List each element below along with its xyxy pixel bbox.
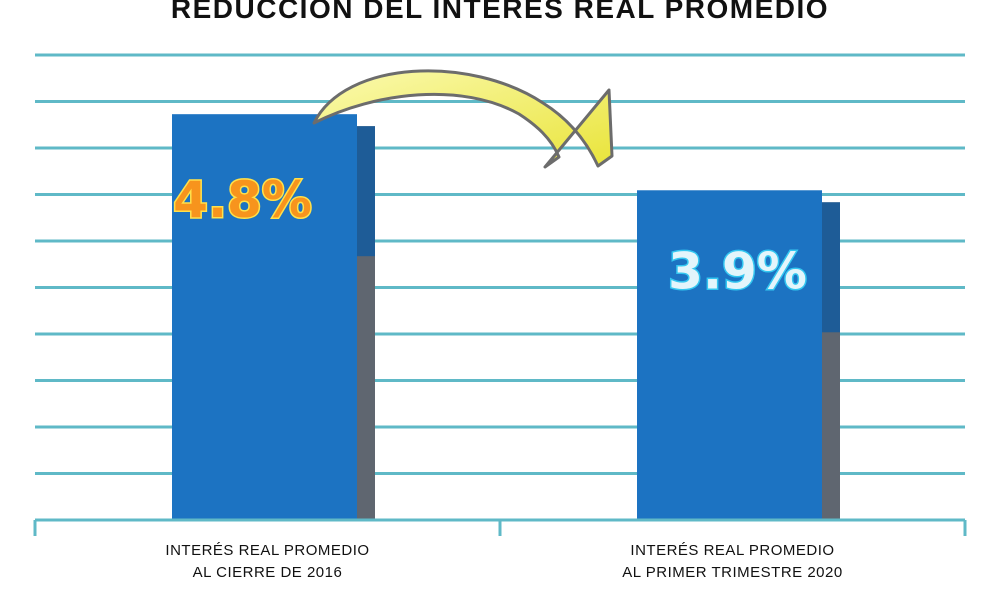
chart-title: REDUCCIÓN DEL INTERÉS REAL PROMEDIO: [171, 0, 829, 24]
bar-shadow-top: [355, 126, 375, 257]
curved-arrow-annotation: [312, 69, 614, 169]
bar-shadow-top: [820, 202, 840, 333]
bar: [172, 114, 357, 520]
bars-group: 4.8% 3.9%: [172, 114, 840, 521]
category-labels: INTERÉS REAL PROMEDIO AL CIERRE DE 2016 IN…: [165, 542, 842, 581]
x-tick-label: INTERÉS REAL PROMEDIO AL PRIMER TRIMESTRE…: [622, 542, 842, 581]
bar: [637, 190, 822, 521]
bar-value-label: 4.8%: [173, 171, 312, 229]
x-tick-label: INTERÉS REAL PROMEDIO AL CIERRE DE 2016: [165, 542, 369, 581]
x-axis: [33, 518, 967, 536]
bar-value-label: 3.9%: [668, 242, 807, 300]
